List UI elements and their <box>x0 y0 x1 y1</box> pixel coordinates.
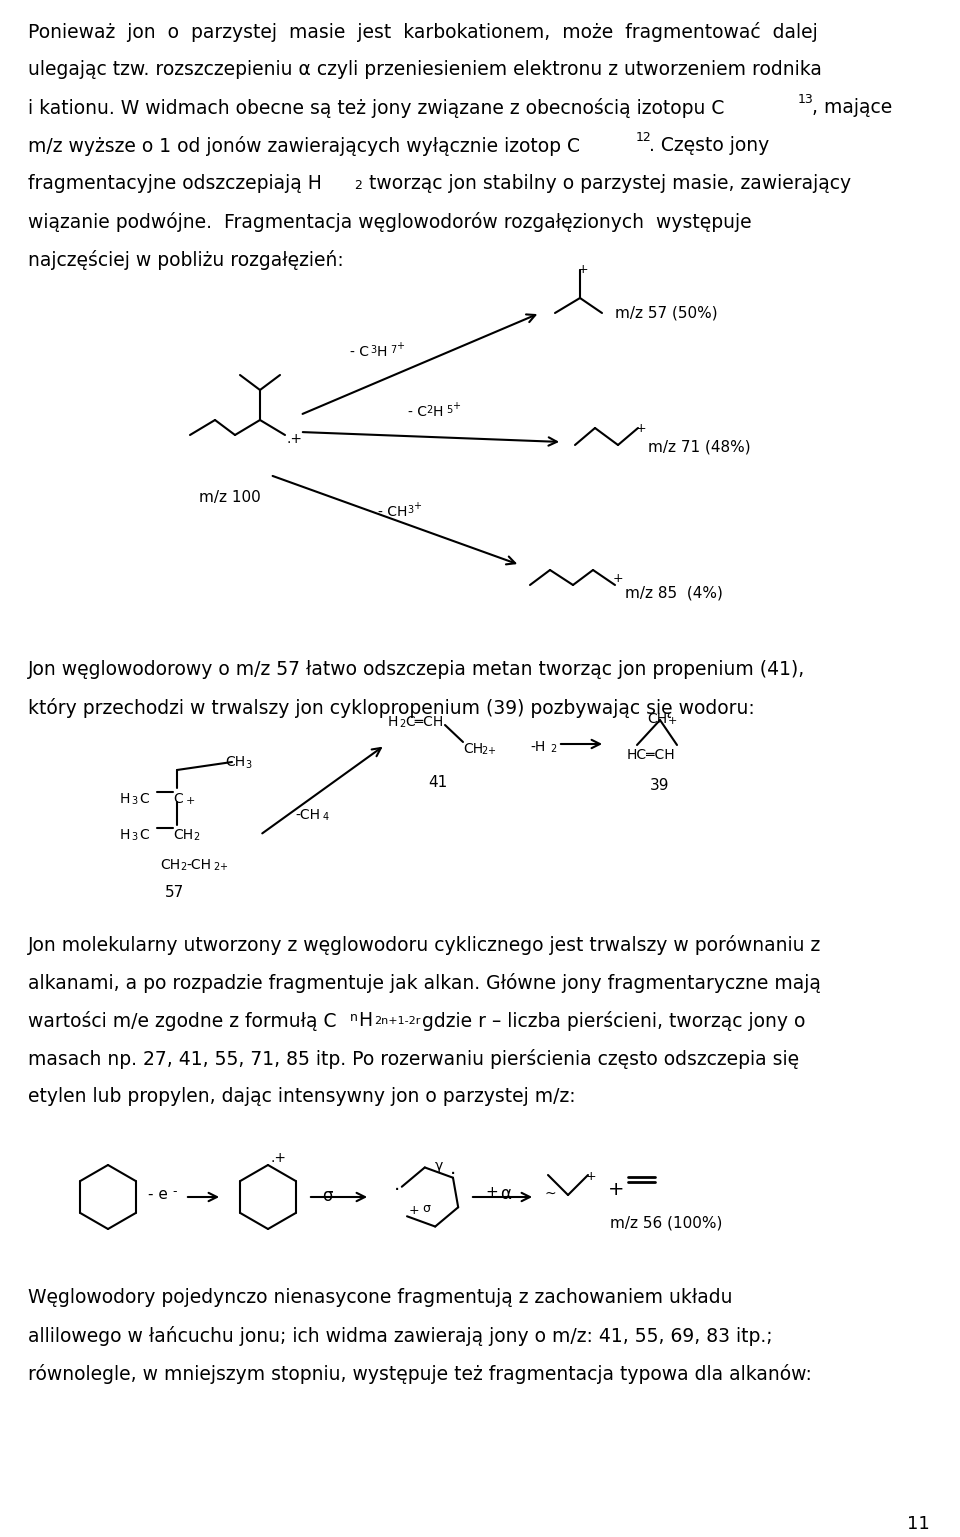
Text: +: + <box>586 1170 596 1183</box>
Text: - CH: - CH <box>378 506 407 520</box>
Text: ~: ~ <box>544 1187 556 1200</box>
Text: .: . <box>450 1159 456 1177</box>
Text: równolegle, w mniejszym stopniu, występuje też fragmentacja typowa dla alkanów:: równolegle, w mniejszym stopniu, występu… <box>28 1363 812 1383</box>
Text: CH: CH <box>173 828 193 842</box>
Text: 2: 2 <box>426 406 432 415</box>
Text: -: - <box>172 1185 177 1197</box>
Text: CH: CH <box>647 712 667 725</box>
Text: H: H <box>120 792 131 805</box>
Text: 2: 2 <box>180 862 186 871</box>
Text: masach np. 27, 41, 55, 71, 85 itp. Po rozerwaniu pierścienia często odszczepia s: masach np. 27, 41, 55, 71, 85 itp. Po ro… <box>28 1048 799 1070</box>
Text: H: H <box>388 715 398 729</box>
Text: 3: 3 <box>407 506 413 515</box>
Text: 11: 11 <box>907 1515 930 1532</box>
Text: +: + <box>636 423 647 435</box>
Text: m/z wyższe o 1 od jonów zawierających wyłącznie izotop C: m/z wyższe o 1 od jonów zawierających wy… <box>28 135 580 155</box>
Text: Jon węglowodorowy o m/z 57 łatwo odszczepia metan tworząc jon propenium (41),: Jon węglowodorowy o m/z 57 łatwo odszcze… <box>28 659 805 679</box>
Text: -H: -H <box>530 739 545 755</box>
Text: etylen lub propylen, dając intensywny jon o parzystej m/z:: etylen lub propylen, dając intensywny jo… <box>28 1087 576 1107</box>
Text: - C: - C <box>408 406 427 420</box>
Text: m/z 56 (100%): m/z 56 (100%) <box>610 1216 722 1230</box>
Text: -CH: -CH <box>186 858 211 871</box>
Text: 2: 2 <box>481 745 488 756</box>
Text: 57: 57 <box>165 885 184 901</box>
Text: .+: .+ <box>270 1151 286 1165</box>
Text: γ: γ <box>435 1159 444 1173</box>
Text: alkanami, a po rozpadzie fragmentuje jak alkan. Główne jony fragmentaryczne mają: alkanami, a po rozpadzie fragmentuje jak… <box>28 973 821 993</box>
Text: σ: σ <box>322 1187 332 1205</box>
Text: -CH: -CH <box>295 808 320 822</box>
Text: C: C <box>139 792 149 805</box>
Text: C: C <box>173 792 182 805</box>
Text: m/z 57 (50%): m/z 57 (50%) <box>615 304 718 320</box>
Text: +: + <box>396 341 404 350</box>
Text: 3: 3 <box>370 344 376 355</box>
Text: - C: - C <box>350 344 369 360</box>
Text: 2: 2 <box>213 862 219 871</box>
Text: i kationu. W widmach obecne są też jony związane z obecnością izotopu C: i kationu. W widmach obecne są też jony … <box>28 98 725 118</box>
Text: σ: σ <box>422 1202 430 1216</box>
Text: 3: 3 <box>131 832 137 842</box>
Text: wartości m/e zgodne z formułą C: wartości m/e zgodne z formułą C <box>28 1011 337 1031</box>
Text: Ponieważ  jon  o  parzystej  masie  jest  karbokationem,  może  fragmentować  da: Ponieważ jon o parzystej masie jest karb… <box>28 22 818 41</box>
Text: allilowego w łańcuchu jonu; ich widma zawierają jony o m/z: 41, 55, 69, 83 itp.;: allilowego w łańcuchu jonu; ich widma za… <box>28 1326 773 1346</box>
Text: m/z 71 (48%): m/z 71 (48%) <box>648 440 751 455</box>
Text: ulegając tzw. rozszczepieniu α czyli przeniesieniem elektronu z utworzeniem rodn: ulegając tzw. rozszczepieniu α czyli prz… <box>28 60 822 78</box>
Text: +: + <box>578 263 588 277</box>
Text: 2: 2 <box>354 178 362 192</box>
Text: CH: CH <box>463 742 483 756</box>
Text: m/z 100: m/z 100 <box>199 490 261 506</box>
Text: +: + <box>413 501 421 510</box>
Text: 2n+1-2r: 2n+1-2r <box>374 1016 420 1027</box>
Text: gdzie r – liczba pierścieni, tworząc jony o: gdzie r – liczba pierścieni, tworząc jon… <box>416 1011 805 1031</box>
Text: n: n <box>350 1011 358 1024</box>
Text: 2: 2 <box>193 832 200 842</box>
Text: CH: CH <box>225 755 245 768</box>
Text: 5: 5 <box>446 406 452 415</box>
Text: CH: CH <box>160 858 180 871</box>
Text: . Często jony: . Często jony <box>649 135 769 155</box>
Text: H: H <box>433 406 444 420</box>
Text: 2: 2 <box>399 719 405 729</box>
Text: 41: 41 <box>428 775 447 790</box>
Text: który przechodzi w trwalszy jon cyklopropenium (39) pozbywając się wodoru:: który przechodzi w trwalszy jon cyklopro… <box>28 698 755 718</box>
Text: .+: .+ <box>287 432 303 446</box>
Text: H: H <box>120 828 131 842</box>
Text: +: + <box>452 401 460 410</box>
Text: C: C <box>139 828 149 842</box>
Text: +: + <box>487 745 495 756</box>
Text: tworząc jon stabilny o parzystej masie, zawierający: tworząc jon stabilny o parzystej masie, … <box>363 174 852 194</box>
Text: Jon molekularny utworzony z węglowodoru cyklicznego jest trwalszy w porównaniu z: Jon molekularny utworzony z węglowodoru … <box>28 934 821 954</box>
Text: .: . <box>394 1174 400 1194</box>
Text: wiązanie podwójne.  Fragmentacja węglowodorów rozgałęzionych  występuje: wiązanie podwójne. Fragmentacja węglowod… <box>28 212 752 232</box>
Text: 4: 4 <box>323 812 329 822</box>
Text: fragmentacyjne odszczepiają H: fragmentacyjne odszczepiają H <box>28 174 322 194</box>
Text: H: H <box>377 344 388 360</box>
Text: m/z 85  (4%): m/z 85 (4%) <box>625 586 723 599</box>
Text: +: + <box>485 1185 497 1200</box>
Text: C═CH: C═CH <box>405 715 444 729</box>
Text: +: + <box>668 716 678 725</box>
Text: najczęściej w pobliżu rozgałęzień:: najczęściej w pobliżu rozgałęzień: <box>28 251 344 271</box>
Text: 12: 12 <box>636 131 652 144</box>
Text: 2: 2 <box>550 744 556 755</box>
Text: 7: 7 <box>390 344 396 355</box>
Text: 3: 3 <box>131 796 137 805</box>
Text: H: H <box>358 1011 372 1030</box>
Text: HC═CH: HC═CH <box>627 749 676 762</box>
Text: +: + <box>613 572 624 586</box>
Text: Węglowodory pojedynczo nienasycone fragmentują z zachowaniem układu: Węglowodory pojedynczo nienasycone fragm… <box>28 1288 732 1306</box>
Text: 39: 39 <box>650 778 669 793</box>
Text: α: α <box>500 1185 511 1203</box>
Text: - e: - e <box>148 1187 168 1202</box>
Text: 3: 3 <box>245 759 252 770</box>
Text: 13: 13 <box>798 94 814 106</box>
Text: +: + <box>219 862 227 871</box>
Text: +: + <box>409 1205 420 1217</box>
Text: +: + <box>186 796 196 805</box>
Text: , mające: , mające <box>812 98 892 117</box>
Text: +: + <box>608 1180 625 1199</box>
